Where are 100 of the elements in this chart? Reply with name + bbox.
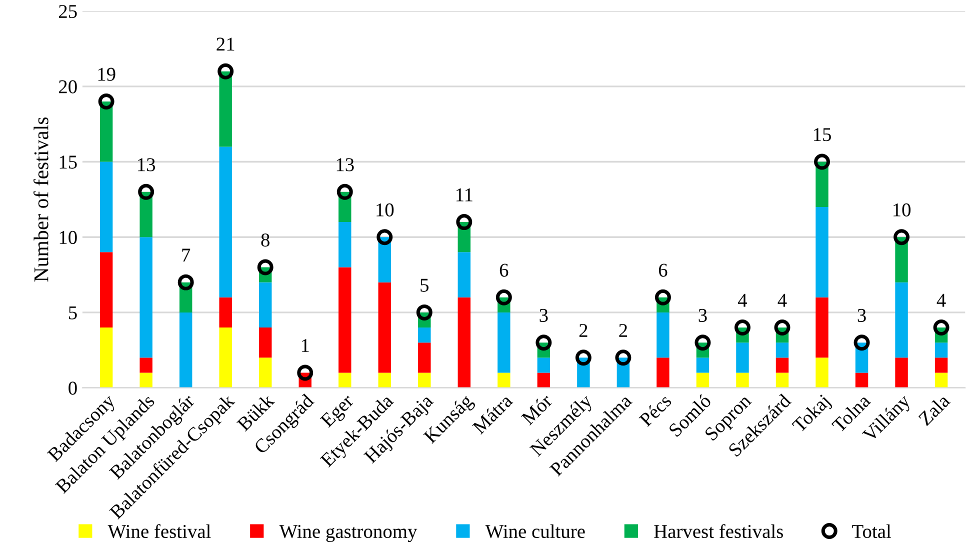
point — [98, 94, 114, 110]
data-label: 4 — [738, 294, 748, 307]
point — [138, 184, 154, 200]
point — [336, 184, 353, 200]
bar — [219, 146, 232, 298]
point — [654, 289, 671, 306]
bar — [855, 372, 868, 388]
data-label: 19 — [98, 68, 116, 81]
point — [814, 154, 830, 170]
bar — [498, 312, 510, 373]
legend-label: Wine festival — [108, 524, 211, 538]
bar — [696, 358, 710, 373]
point — [894, 229, 910, 246]
point — [376, 229, 393, 246]
y-tick-label: 20 — [59, 80, 77, 94]
point — [615, 350, 632, 366]
point — [854, 334, 870, 351]
point — [694, 334, 711, 351]
data-label: 2 — [619, 324, 627, 337]
bar — [258, 328, 272, 358]
point — [575, 350, 592, 366]
y-tick-label: 5 — [68, 306, 77, 320]
bar — [100, 252, 113, 328]
bar — [179, 312, 192, 388]
bar — [816, 206, 828, 298]
bar — [696, 372, 710, 388]
legend-label: Wine gastronomy — [279, 524, 418, 542]
data-label: 3 — [698, 308, 707, 322]
y-tick-label: 0 — [68, 382, 77, 395]
data-label: 6 — [658, 264, 668, 277]
bar — [140, 372, 152, 388]
bar — [895, 282, 908, 358]
bar — [100, 162, 113, 252]
bar — [776, 358, 789, 373]
bar — [140, 192, 152, 238]
data-label: 5 — [420, 278, 428, 292]
data-label: 13 — [138, 158, 156, 172]
bar — [656, 358, 670, 388]
point — [496, 289, 512, 306]
bar — [934, 342, 948, 358]
point — [218, 63, 234, 80]
bar — [816, 297, 828, 358]
bar — [258, 282, 272, 328]
bar — [736, 342, 749, 373]
bar — [140, 237, 152, 358]
bar — [219, 297, 232, 328]
legend-label: Total — [852, 524, 892, 538]
data-label: 13 — [336, 158, 354, 172]
bar — [776, 342, 789, 358]
legend-label: Wine culture — [485, 524, 585, 538]
point — [178, 274, 194, 290]
point — [416, 304, 432, 320]
data-label: 8 — [261, 234, 270, 247]
bar — [498, 372, 510, 388]
bar — [418, 342, 431, 373]
bar — [736, 372, 749, 388]
data-label: 1 — [302, 339, 309, 352]
bar — [338, 267, 352, 373]
data-label: 7 — [182, 248, 190, 262]
point — [456, 214, 472, 230]
bar — [140, 358, 152, 373]
bar — [219, 328, 232, 388]
data-label: 6 — [500, 264, 508, 277]
point — [933, 320, 950, 336]
bar — [458, 252, 471, 298]
data-label: 15 — [814, 128, 831, 142]
bar — [418, 328, 431, 343]
bar — [378, 372, 391, 388]
bar — [100, 101, 113, 162]
y-tick-label: 25 — [59, 4, 77, 18]
bar — [656, 312, 670, 358]
bar — [934, 372, 948, 388]
y-axis-title: Number of festivals — [33, 117, 48, 282]
x-tick-label: Zala — [918, 392, 951, 426]
y-tick-label: 15 — [60, 156, 77, 169]
bar — [458, 297, 471, 388]
point — [734, 320, 750, 336]
point — [297, 364, 314, 381]
bar — [816, 358, 828, 388]
data-label: 4 — [936, 294, 946, 307]
data-label: 11 — [456, 188, 472, 202]
data-label: 2 — [579, 324, 588, 337]
bar — [338, 222, 352, 268]
bar — [418, 372, 431, 388]
data-label: 10 — [894, 203, 911, 216]
y-tick-label: 10 — [60, 230, 77, 244]
bar — [100, 328, 113, 388]
bar — [537, 358, 550, 373]
data-label: 3 — [858, 308, 866, 322]
point — [774, 320, 790, 336]
data-label: 4 — [778, 294, 787, 307]
bar — [378, 282, 391, 373]
bar — [776, 372, 789, 388]
bar — [895, 358, 908, 388]
bar — [934, 358, 948, 373]
bar — [338, 372, 352, 388]
data-label: 10 — [376, 203, 394, 216]
bar — [219, 71, 232, 147]
bar — [258, 358, 272, 388]
data-label: 3 — [540, 308, 548, 322]
